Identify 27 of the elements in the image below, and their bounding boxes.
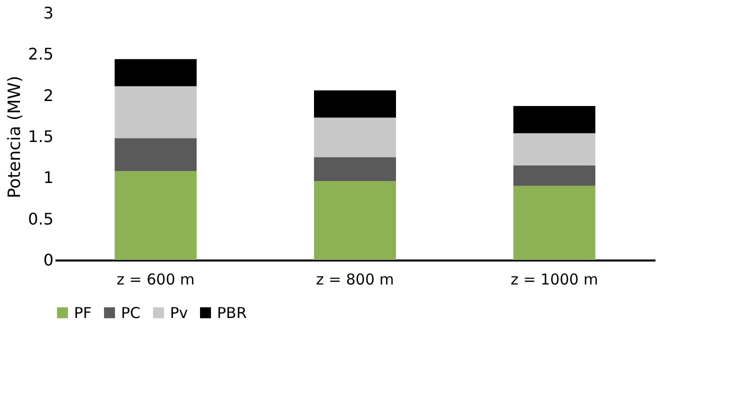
bar [513,106,596,134]
x-tick-label: z = 800 m [316,270,394,288]
y-tick-label: 1 [43,168,54,188]
bar [513,186,596,260]
bar [314,180,396,260]
y-tick-label: 2.5 [28,44,54,64]
legend-label: PC [121,304,141,322]
bar [114,138,197,172]
y-tick-label: 0 [43,250,54,270]
bar [314,157,396,181]
y-tick-label: 2 [43,86,54,105]
bar [114,171,197,260]
x-tick-label: z = 1000 m [510,270,598,288]
bar [314,118,396,158]
x-tick-label: z = 600 m [116,270,195,288]
legend-label: PF [74,304,92,322]
legend-label: PBR [217,304,247,322]
bar [314,90,396,118]
y-tick-label: 1.5 [28,127,54,146]
bar [513,165,596,186]
bar [114,59,197,86]
y-axis-title: Potencia (MW) [5,76,26,198]
bar [114,86,197,138]
y-tick-label: 0.5 [28,209,54,228]
y-tick-label: 3 [43,4,54,22]
bar [513,133,596,166]
legend-label: Pv [170,304,188,322]
